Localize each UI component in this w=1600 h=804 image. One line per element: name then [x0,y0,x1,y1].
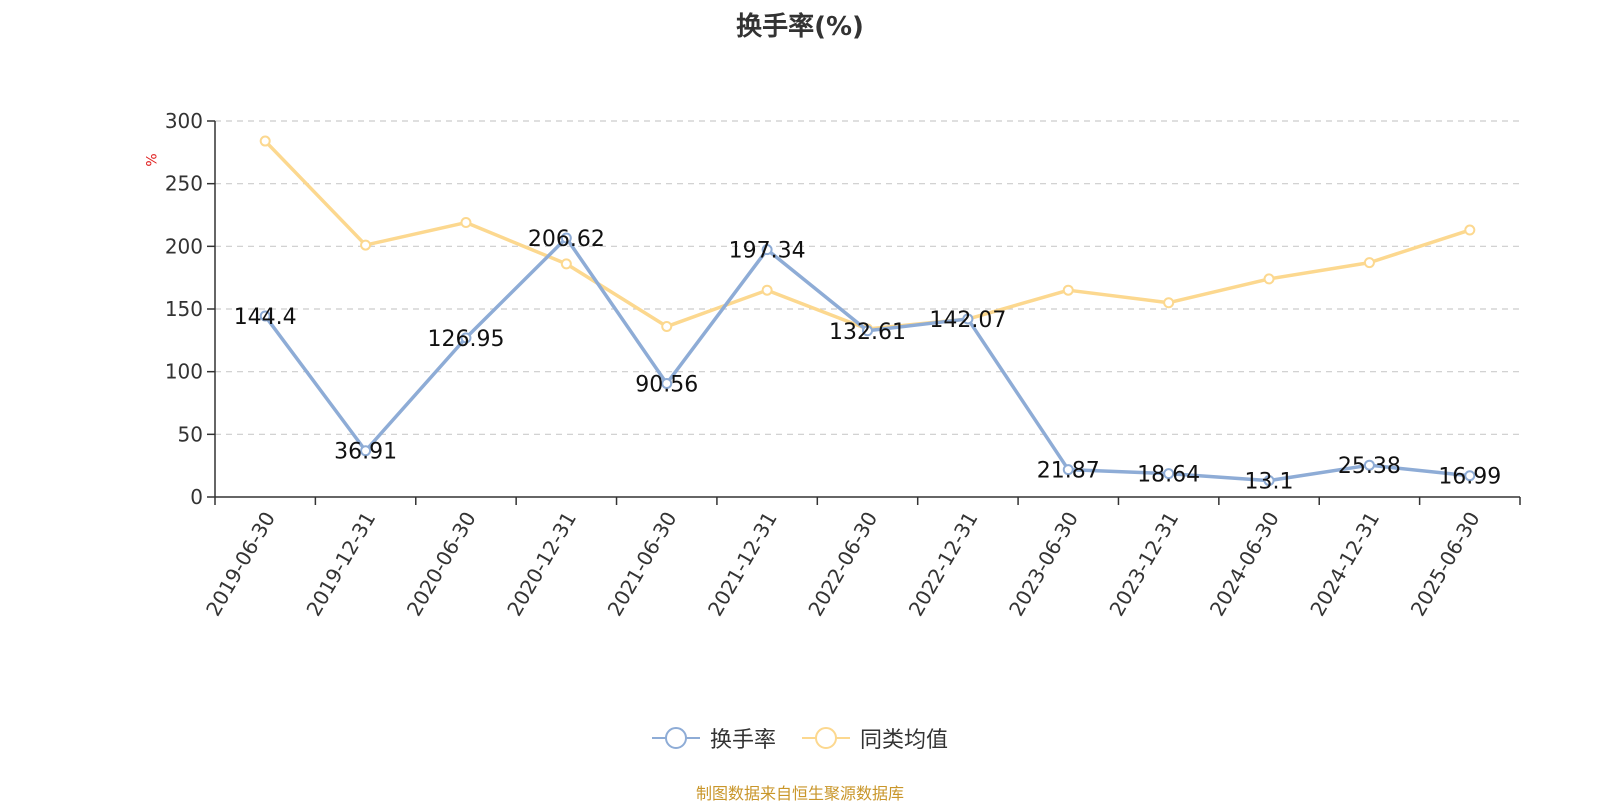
data-point-turnover [360,445,372,457]
data-point-turnover [1363,459,1375,471]
data-point-peer-average [360,239,372,251]
data-label-turnover: 142.07 [929,308,1006,333]
data-point-turnover [661,377,673,389]
data-point-turnover [460,332,472,344]
data-point-turnover [862,325,873,337]
x-tick-label: 2020-12-31 [502,508,581,621]
y-tick-label: 200 [165,234,203,258]
y-tick-label: 300 [165,109,203,133]
data-point-peer-average [761,284,773,296]
data-point-peer-average [1464,224,1476,236]
data-point-turnover [1163,468,1175,480]
data-point-turnover [259,310,271,322]
series-lines [259,135,1476,487]
data-point-turnover [1464,470,1476,482]
x-tick-label: 2019-12-31 [301,508,380,621]
x-tick-label: 2025-06-30 [1406,508,1485,621]
y-tick-label: 250 [165,172,203,196]
y-tick-label: 100 [165,360,203,384]
data-label-turnover: 25.38 [1338,454,1401,479]
data-point-peer-average [1263,273,1275,285]
data-label-turnover: 36.91 [334,440,397,465]
data-label-turnover: 144.4 [234,305,297,330]
legend-label-turnover: 换手率 [709,728,776,753]
legend-item-peer-average[interactable]: 同类均值 [802,722,948,754]
x-tick-label: 2024-06-30 [1205,508,1284,621]
data-point-peer-average [259,135,271,147]
x-tick-label: 2021-06-30 [603,508,682,621]
data-point-turnover [1062,464,1074,476]
data-point-turnover [761,244,773,256]
series-line-peer-average [263,139,1471,331]
x-tick-label: 2020-06-30 [402,508,481,621]
data-point-peer-average [1363,257,1375,269]
data-point-peer-average [1163,297,1175,309]
legend-label-peer-average: 同类均值 [860,728,949,753]
data-label-turnover: 206.62 [528,227,605,252]
data-point-turnover [560,232,572,244]
x-tick-label: 2024-12-31 [1305,508,1384,621]
legend-item-turnover[interactable]: 换手率 [651,722,776,754]
x-tick-label: 2021-12-31 [703,508,782,621]
data-point-peer-average [1062,284,1074,296]
data-point-turnover [962,313,974,325]
data-point-peer-average [661,321,673,333]
x-tick-label: 2022-06-30 [803,508,882,621]
data-labels: 144.4 36.91 126.95 206.62 90.56 197.34 132.61 1… [234,227,1502,495]
data-label-turnover: 126.95 [427,327,504,352]
data-label-turnover: 90.56 [635,372,698,397]
x-tick-label: 2022-12-31 [904,508,983,621]
grid-lines [215,120,1520,435]
legend-marker-peer-average [802,727,850,749]
x-tick-label: 2019-06-30 [201,508,280,621]
axes: 0 50 100 150 200 250 300 2019-06-30 2019-12-31 20… [165,109,1521,621]
legend-marker-turnover [651,727,700,749]
chart-title: 换手率(%) [736,12,864,42]
y-tick-label: 50 [178,422,203,446]
data-label-turnover: 13.1 [1245,470,1294,495]
y-tick-label: 0 [190,485,203,509]
y-tick-label: 150 [165,297,203,321]
data-label-turnover: 197.34 [729,239,806,264]
data-label-turnover: 16.99 [1438,465,1501,490]
data-label-turnover: 132.61 [829,320,906,345]
x-tick-label: 2023-06-30 [1004,508,1083,621]
legend: 换手率 同类均值 [0,722,1600,754]
source-note: 制图数据来自恒生聚源数据库 [695,784,904,803]
data-label-turnover: 18.64 [1137,463,1200,488]
x-tick-label: 2023-12-31 [1104,508,1183,621]
data-point-turnover [1263,475,1275,487]
data-point-peer-average [560,258,572,270]
data-point-peer-average [460,217,472,229]
data-label-turnover: 21.87 [1037,459,1100,484]
